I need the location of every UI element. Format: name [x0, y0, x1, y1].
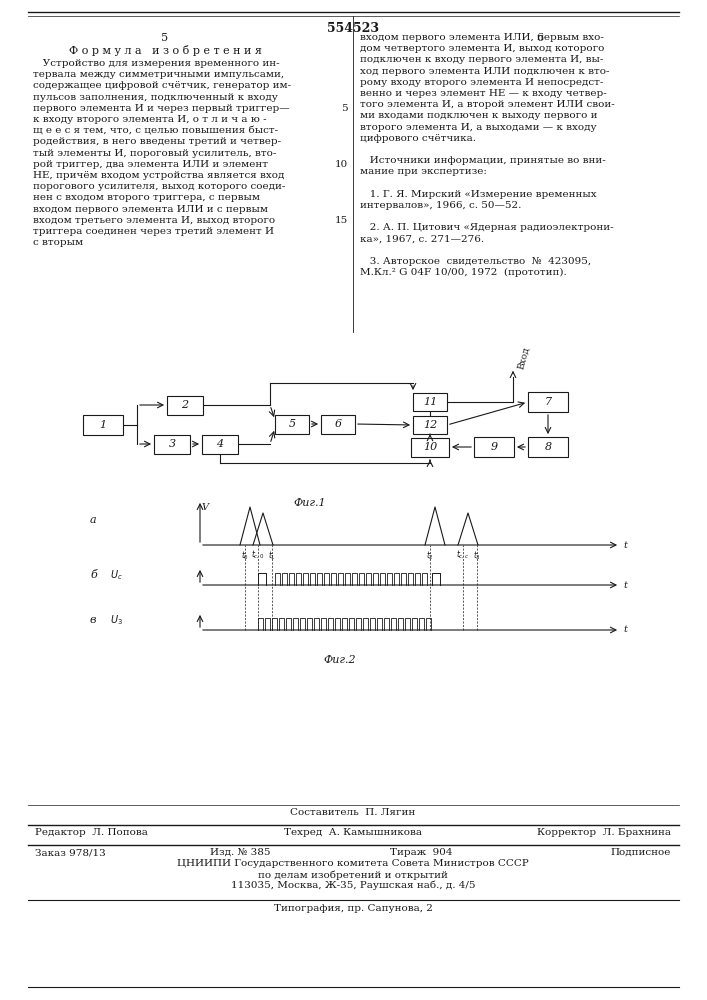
Bar [413, 393, 447, 411]
Text: 554523: 554523 [327, 22, 379, 35]
Text: 11: 11 [423, 397, 437, 407]
Bar [202, 434, 238, 454]
Text: Техред  А. Камышникова: Техред А. Камышникова [284, 828, 422, 837]
Text: 12: 12 [423, 420, 437, 430]
Text: родействия, в него введены третий и четвер-: родействия, в него введены третий и четв… [33, 137, 281, 146]
Text: щ е е с я тем, что, с целью повышения быст-: щ е е с я тем, что, с целью повышения бы… [33, 126, 278, 135]
Text: $t_{c,c}$: $t_{c,c}$ [456, 549, 469, 561]
Text: входом первого элемента ИЛИ и с первым: входом первого элемента ИЛИ и с первым [33, 205, 268, 214]
Text: подключен к входу первого элемента И, вы-: подключен к входу первого элемента И, вы… [360, 55, 603, 64]
Text: $U_3$: $U_3$ [110, 613, 123, 627]
Text: Редактор  Л. Попова: Редактор Л. Попова [35, 828, 148, 837]
Text: в: в [90, 615, 96, 625]
Text: венно и через элемент НЕ — к входу четвер-: венно и через элемент НЕ — к входу четве… [360, 89, 607, 98]
Text: $t_3$: $t_3$ [473, 549, 481, 562]
Text: Составитель  П. Лягин: Составитель П. Лягин [291, 808, 416, 817]
Text: Заказ 978/13: Заказ 978/13 [35, 848, 106, 857]
Text: М.Кл.² G 04F 10/00, 1972  (прототип).: М.Кл.² G 04F 10/00, 1972 (прототип). [360, 268, 567, 277]
Text: 4: 4 [216, 439, 223, 449]
Bar [167, 395, 203, 414]
Text: Источники информации, принятые во вни-: Источники информации, принятые во вни- [360, 156, 606, 165]
Bar [321, 414, 355, 434]
Text: $t_1$: $t_1$ [268, 549, 276, 562]
Text: 3: 3 [168, 439, 175, 449]
Text: 9: 9 [491, 442, 498, 452]
Text: нен с входом второго триггера, с первым: нен с входом второго триггера, с первым [33, 193, 260, 202]
Text: t: t [623, 626, 627, 635]
Text: $t_2$: $t_2$ [426, 549, 434, 562]
Text: Изд. № 385: Изд. № 385 [210, 848, 271, 857]
Text: ЦНИИПИ Государственного комитета Совета Министров СССР: ЦНИИПИ Государственного комитета Совета … [177, 859, 529, 868]
Text: 1: 1 [100, 420, 107, 430]
Text: к входу второго элемента И, о т л и ч а ю -: к входу второго элемента И, о т л и ч а … [33, 115, 267, 124]
Text: 8: 8 [544, 442, 551, 452]
Text: 10: 10 [334, 160, 348, 169]
Text: 5: 5 [288, 419, 296, 429]
Text: t: t [623, 540, 627, 550]
Text: 7: 7 [544, 397, 551, 407]
Text: $t_0$: $t_0$ [241, 549, 249, 562]
Text: тый элементы И, пороговый усилитель, вто-: тый элементы И, пороговый усилитель, вто… [33, 149, 276, 158]
Text: Корректор  Л. Брахнина: Корректор Л. Брахнина [537, 828, 671, 837]
Text: первого элемента И и через первый триггер—: первого элемента И и через первый тригге… [33, 104, 290, 113]
Text: Фиг.2: Фиг.2 [324, 655, 356, 665]
Text: Ф о р м у л а   и з о б р е т е н и я: Ф о р м у л а и з о б р е т е н и я [69, 45, 262, 56]
Text: 2. А. П. Цитович «Ядерная радиоэлектрони-: 2. А. П. Цитович «Ядерная радиоэлектрони… [360, 223, 614, 232]
Text: ка», 1967, с. 271—276.: ка», 1967, с. 271—276. [360, 235, 484, 244]
Text: пульсов заполнения, подключенный к входу: пульсов заполнения, подключенный к входу [33, 93, 278, 102]
Text: рой триггер, два элемента ИЛИ и элемент: рой триггер, два элемента ИЛИ и элемент [33, 160, 268, 169]
Text: Фиг.1: Фиг.1 [293, 498, 327, 508]
Bar [528, 437, 568, 457]
Text: V: V [202, 503, 209, 512]
Text: 113035, Москва, Ж-35, Раушская наб., д. 4/5: 113035, Москва, Ж-35, Раушская наб., д. … [230, 881, 475, 890]
Bar [83, 415, 123, 435]
Text: Подписное: Подписное [611, 848, 671, 857]
Text: $t_{c,0}$: $t_{c,0}$ [251, 549, 265, 561]
Text: по делам изобретений и открытий: по делам изобретений и открытий [258, 870, 448, 880]
Text: 10: 10 [423, 442, 437, 452]
Text: 3. Авторское  свидетельство  №  423095,: 3. Авторское свидетельство № 423095, [360, 257, 591, 266]
Text: мание при экспертизе:: мание при экспертизе: [360, 167, 487, 176]
Text: 6: 6 [334, 419, 341, 429]
Text: цифрового счётчика.: цифрового счётчика. [360, 134, 476, 143]
Text: t: t [623, 580, 627, 589]
Text: того элемента И, а второй элемент ИЛИ свои-: того элемента И, а второй элемент ИЛИ св… [360, 100, 615, 109]
Text: входом первого элемента ИЛИ, первым вхо-: входом первого элемента ИЛИ, первым вхо- [360, 33, 604, 42]
Text: Устройство для измерения временного ин-: Устройство для измерения временного ин- [33, 59, 280, 68]
Text: ход первого элемента ИЛИ подключен к вто-: ход первого элемента ИЛИ подключен к вто… [360, 67, 609, 76]
Bar [413, 416, 447, 434]
Text: дом четвертого элемента И, выход которого: дом четвертого элемента И, выход которог… [360, 44, 604, 53]
Text: содержащее цифровой счётчик, генератор им-: содержащее цифровой счётчик, генератор и… [33, 81, 291, 90]
Text: порогового усилителя, выход которого соеди-: порогового усилителя, выход которого сое… [33, 182, 286, 191]
Text: интервалов», 1966, с. 50—52.: интервалов», 1966, с. 50—52. [360, 201, 521, 210]
Text: 5: 5 [161, 33, 168, 43]
Text: входом третьего элемента И, выход второго: входом третьего элемента И, выход второг… [33, 216, 275, 225]
Bar [154, 434, 190, 454]
Bar [528, 392, 568, 412]
Text: с вторым: с вторым [33, 238, 83, 247]
Text: Типография, пр. Сапунова, 2: Типография, пр. Сапунова, 2 [274, 904, 433, 913]
Text: НЕ, причём входом устройства является вход: НЕ, причём входом устройства является вх… [33, 171, 284, 180]
Text: тервала между симметричными импульсами,: тервала между симметричными импульсами, [33, 70, 284, 79]
Text: триггера соединен через третий элемент И: триггера соединен через третий элемент И [33, 227, 274, 236]
Text: $U_c$: $U_c$ [110, 568, 123, 582]
Text: ми входами подключен к выходу первого и: ми входами подключен к выходу первого и [360, 111, 597, 120]
Text: Вход: Вход [516, 346, 531, 370]
Text: 5: 5 [341, 104, 348, 113]
Text: Тираж  904: Тираж 904 [390, 848, 452, 857]
Text: а: а [90, 515, 97, 525]
Text: 1. Г. Я. Мирский «Измерение временных: 1. Г. Я. Мирский «Измерение временных [360, 190, 597, 199]
Bar [474, 437, 514, 457]
Text: б: б [90, 570, 97, 580]
Text: второго элемента И, а выходами — к входу: второго элемента И, а выходами — к входу [360, 123, 597, 132]
Bar [411, 438, 449, 456]
Text: 6: 6 [537, 33, 544, 43]
Text: рому входу второго элемента И непосредст-: рому входу второго элемента И непосредст… [360, 78, 603, 87]
Text: 15: 15 [334, 216, 348, 225]
Text: 2: 2 [182, 400, 189, 410]
Bar [275, 414, 309, 434]
